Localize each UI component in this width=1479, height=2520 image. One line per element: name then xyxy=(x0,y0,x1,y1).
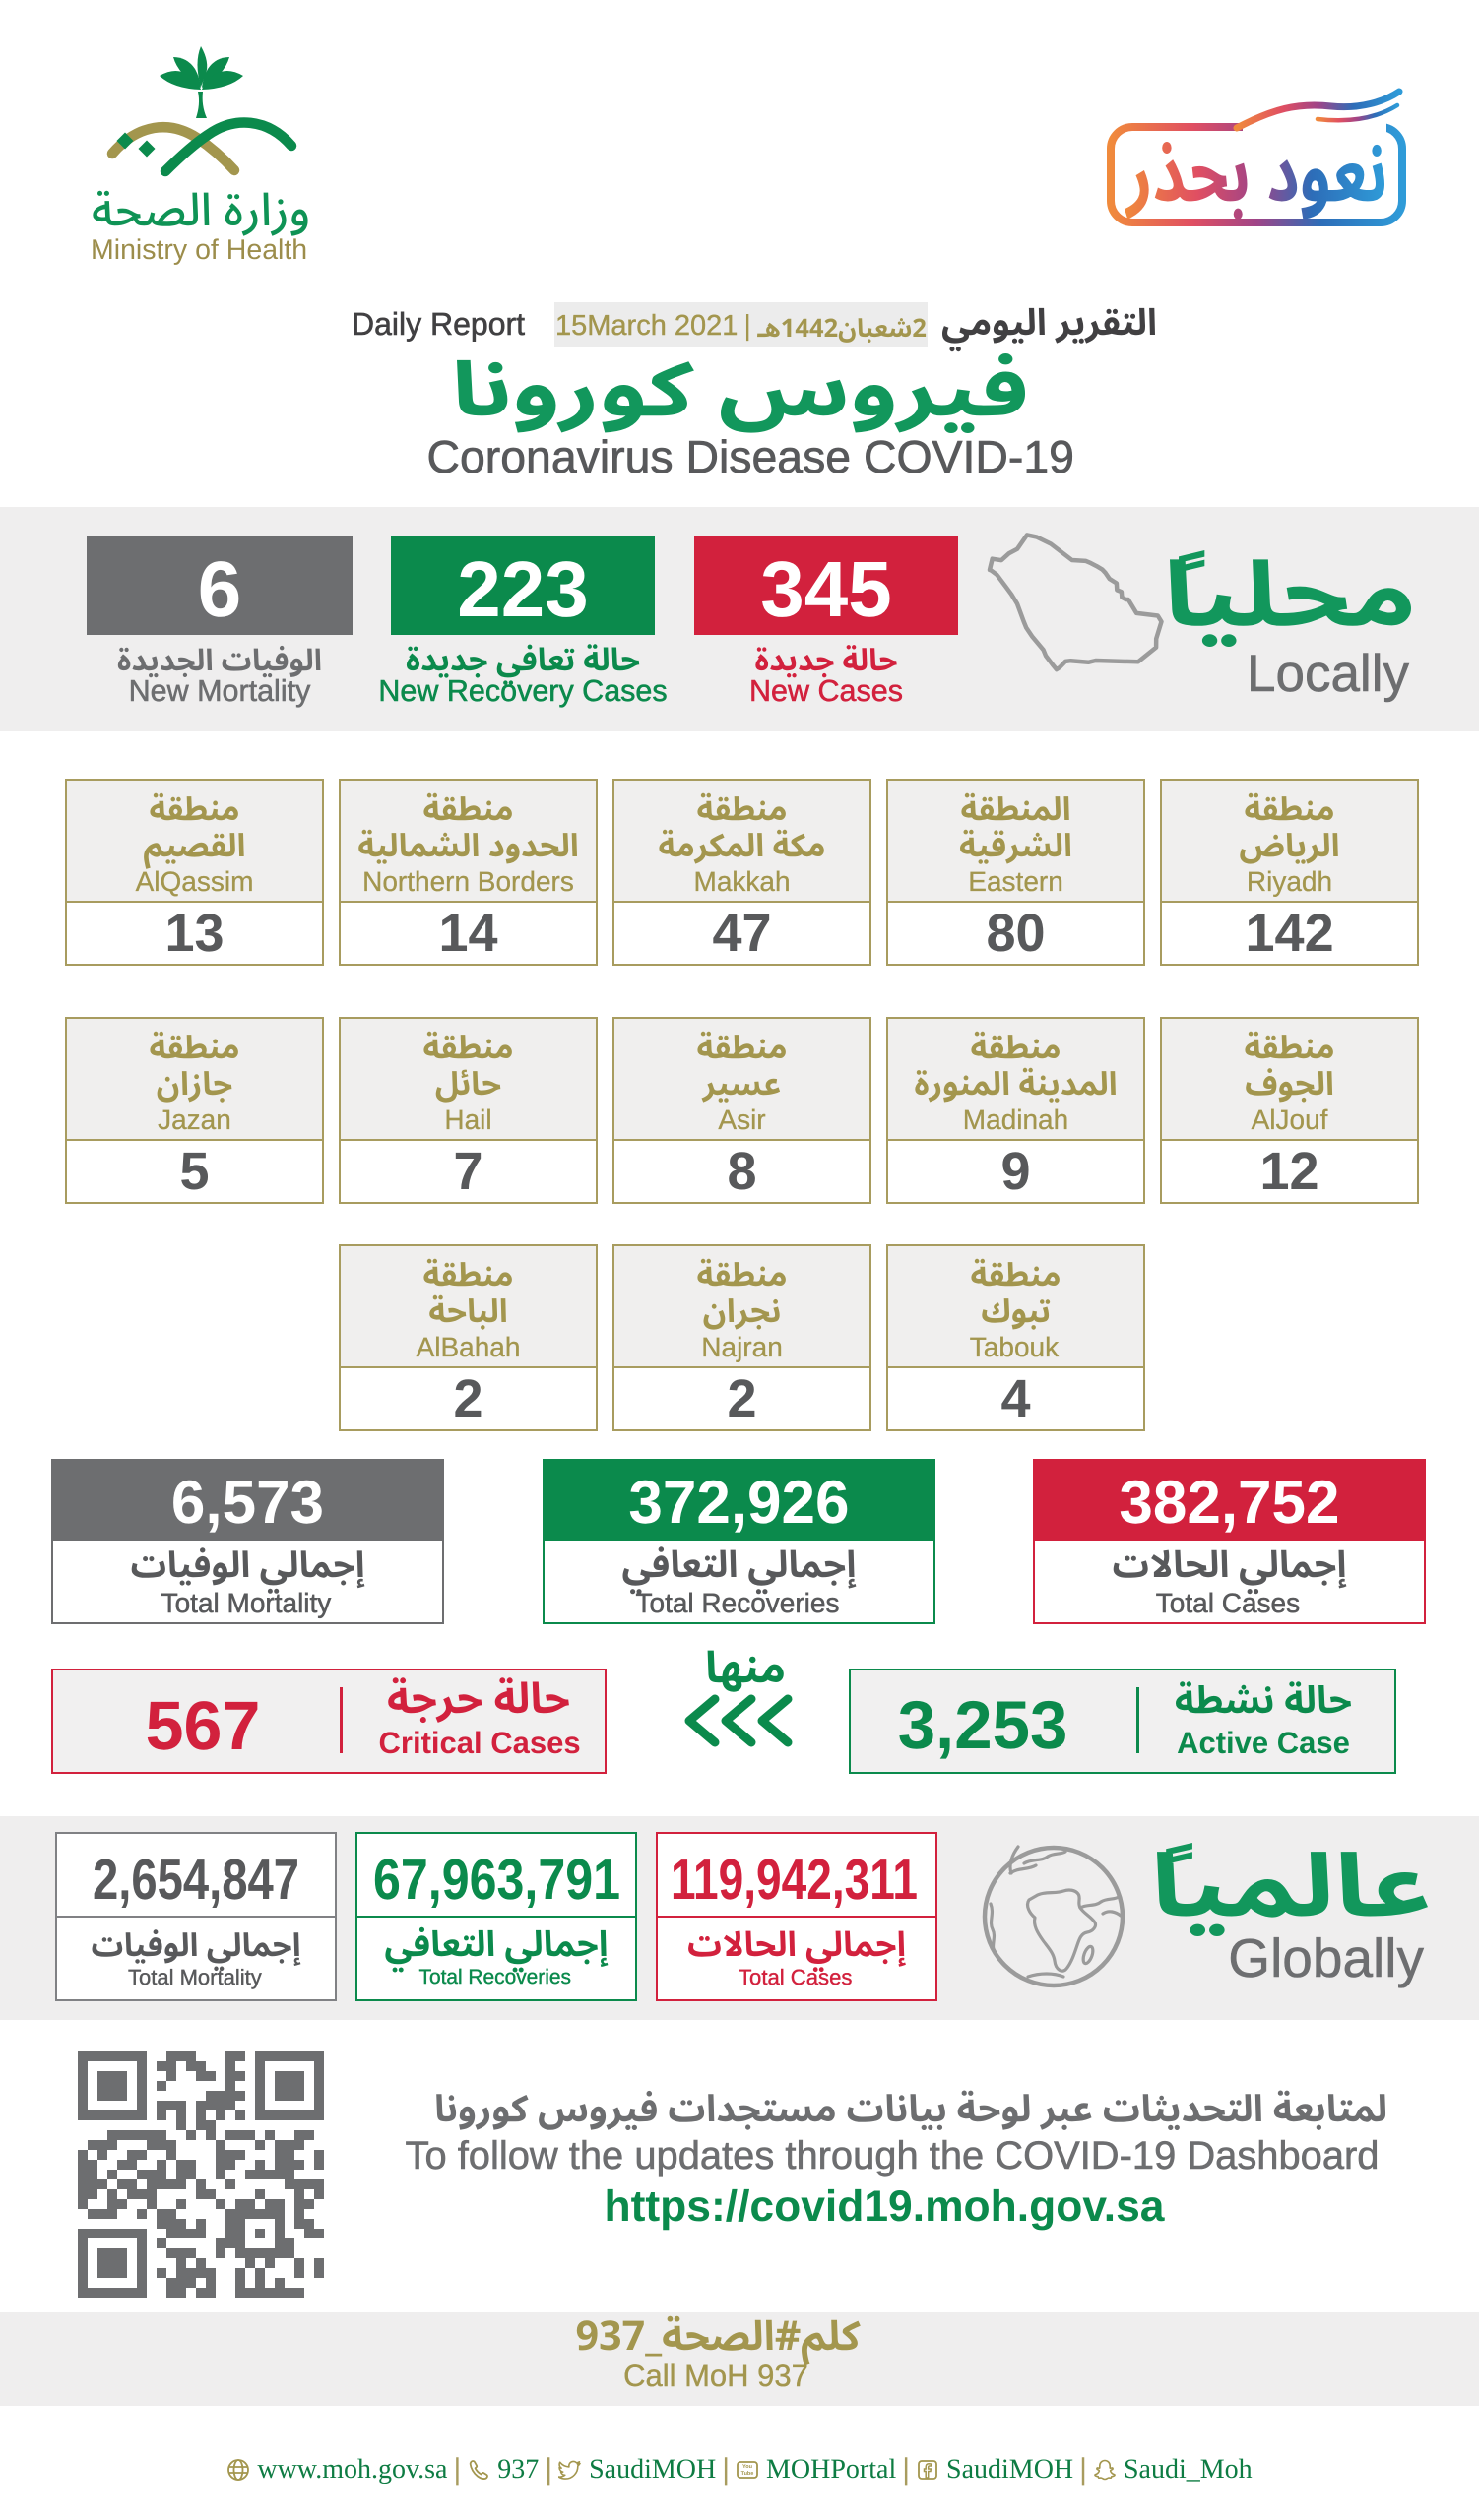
svg-text:You: You xyxy=(742,2464,752,2470)
svg-text:Tube: Tube xyxy=(741,2471,754,2477)
